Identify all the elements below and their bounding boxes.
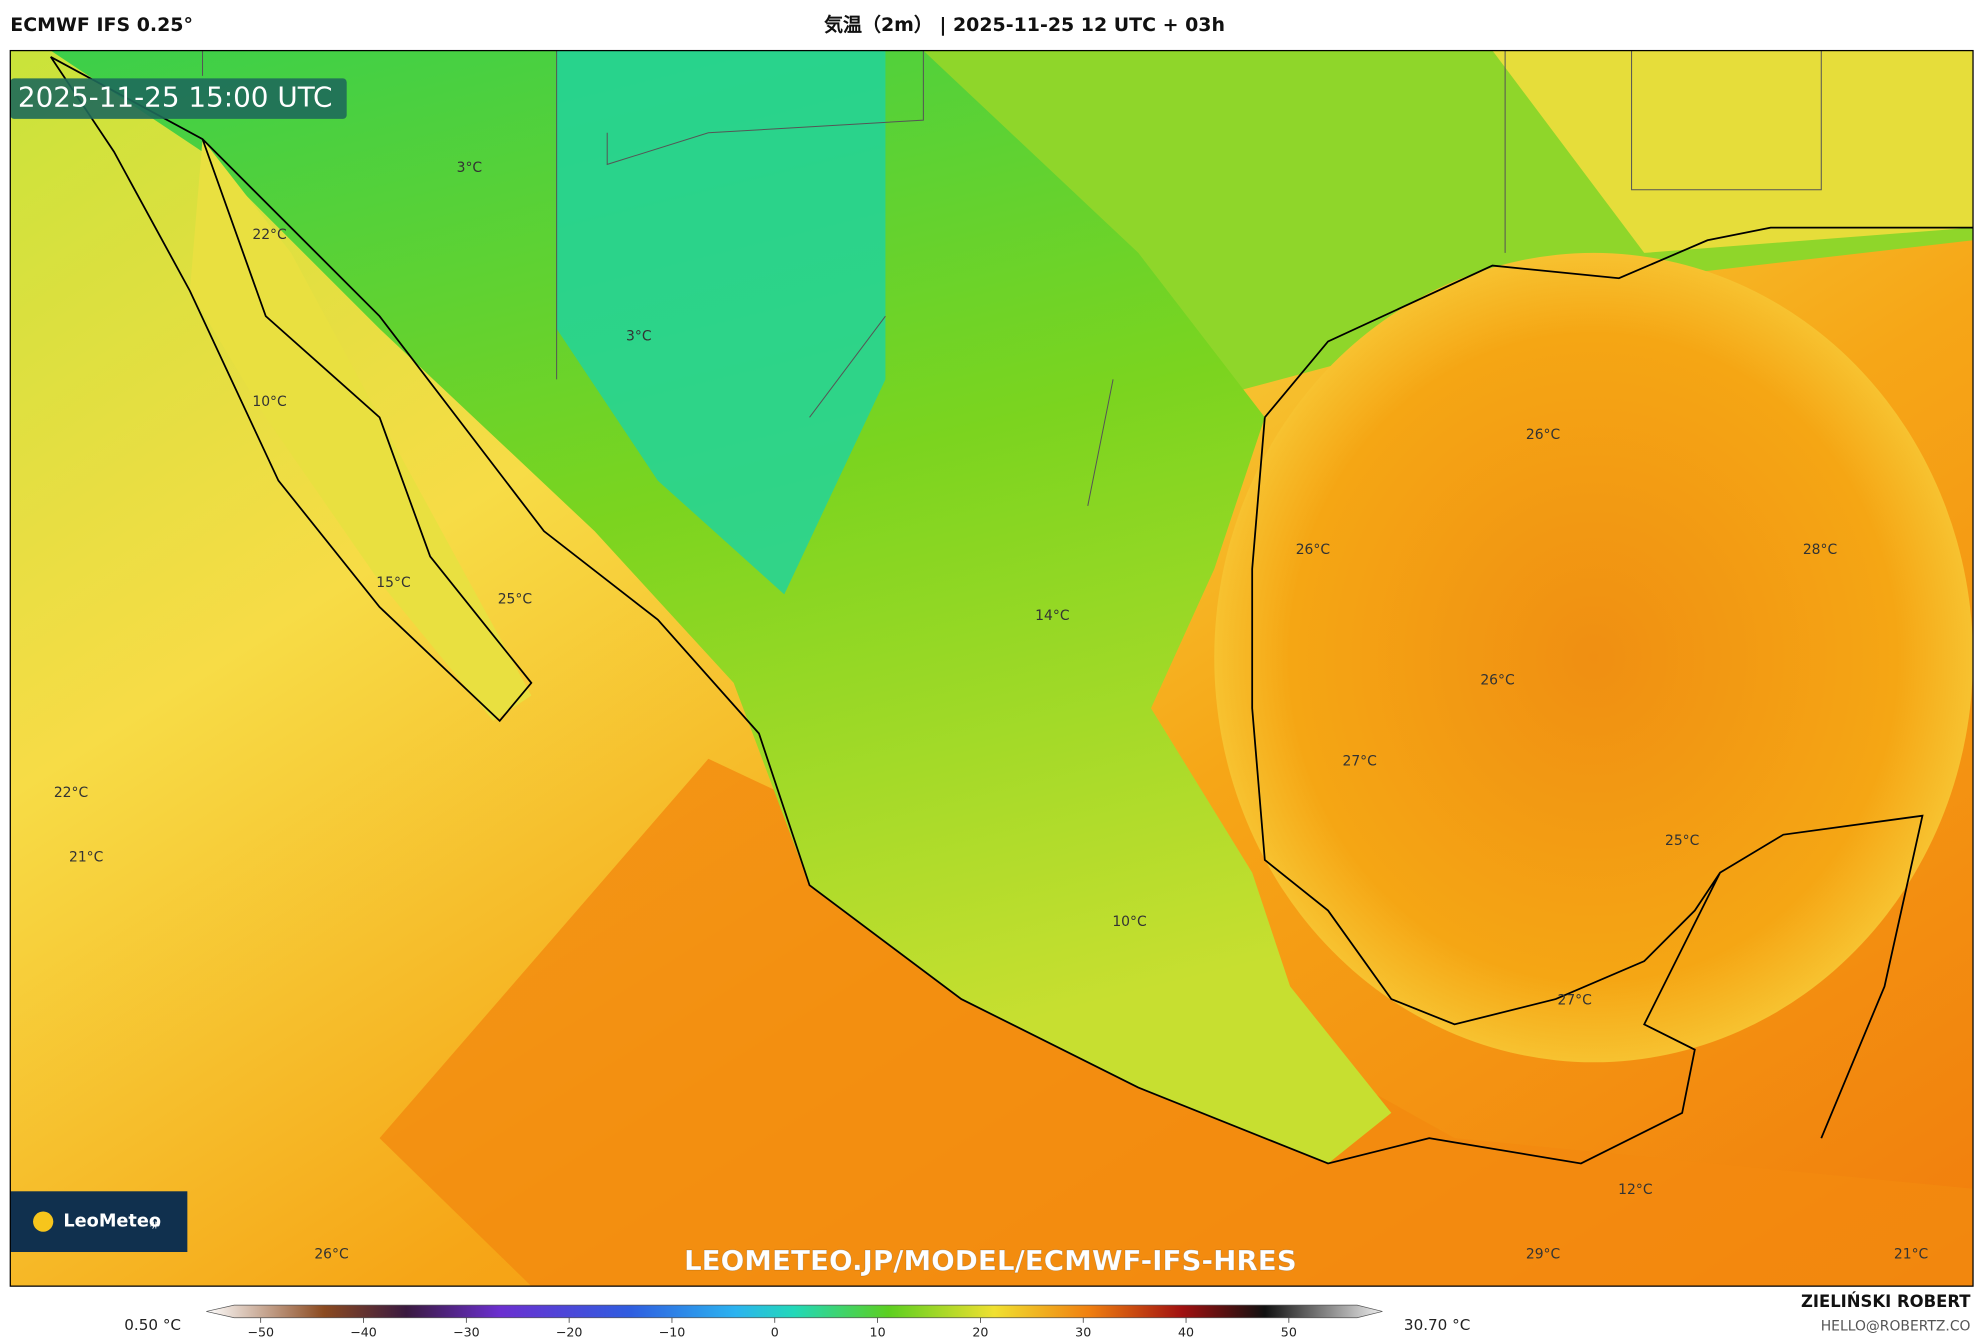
- map-frame: [9, 49, 1974, 1287]
- temperature-label: 10°C: [1112, 914, 1146, 930]
- temperature-label: 22°C: [54, 785, 88, 801]
- temperature-label: 25°C: [1665, 833, 1699, 849]
- email: HELLO@ROBERTZ.CO: [1821, 1319, 1971, 1335]
- temperature-label: 3°C: [626, 328, 652, 344]
- colorbar-ticks: −50 −40 −30 −20 −10 0 10 20 30 40 50: [247, 1317, 1297, 1338]
- temperature-label: 22°C: [252, 227, 286, 243]
- logo-suffix: .jp: [149, 1220, 160, 1230]
- colorbar-tick-label: 40: [1178, 1324, 1194, 1338]
- map-title: 気温（2m） | 2025-11-25 12 UTC + 03h: [824, 13, 1225, 36]
- temperature-label: 27°C: [1342, 753, 1376, 769]
- map: 3°C 22°C 3°C 10°C 26°C 26°C 28°C 15°C 25°C 14°C 26…: [10, 50, 1974, 1287]
- colorbar-tick-label: 10: [870, 1324, 886, 1338]
- temperature-label: 14°C: [1035, 608, 1069, 624]
- colorbar-tick-label: 0: [771, 1324, 779, 1338]
- north-east-land: [1492, 50, 1974, 253]
- timestamp: 2025-11-25 15:00 UTC: [18, 81, 333, 114]
- temperature-label: 25°C: [498, 591, 532, 607]
- temperature-label: 15°C: [376, 575, 410, 591]
- temperature-label: 26°C: [314, 1247, 348, 1263]
- legend-min: 0.50 °C: [124, 1316, 181, 1334]
- colorbar-tick-label: −30: [453, 1324, 480, 1338]
- temperature-labels: 3°C 22°C 3°C 10°C 26°C 26°C 28°C 15°C 25°C 14°C 26…: [54, 160, 1928, 1262]
- logo-sun: [33, 1211, 54, 1232]
- temperature-label: 29°C: [1526, 1247, 1560, 1263]
- colorbar-tick-label: 30: [1075, 1324, 1091, 1338]
- gulf: [1214, 252, 1974, 1063]
- temperature-label: 26°C: [1480, 672, 1514, 688]
- colorbar-tick-label: −20: [556, 1324, 583, 1338]
- temperature-label: 10°C: [252, 394, 286, 410]
- colorbar-tick-label: −40: [350, 1324, 377, 1338]
- temperature-label: 26°C: [1526, 427, 1560, 443]
- coastline: [50, 56, 1974, 1165]
- colorbar-tick-label: 50: [1281, 1324, 1297, 1338]
- colorbar-tick-label: −50: [247, 1324, 274, 1338]
- mexico-land: [50, 50, 1392, 1164]
- temperature-label: 12°C: [1618, 1182, 1652, 1198]
- model-name: ECMWF IFS 0.25°: [10, 14, 193, 36]
- temperature-label: 21°C: [1894, 1247, 1928, 1263]
- colorbar-tick-label: 20: [972, 1324, 988, 1338]
- temperature-label: 26°C: [1296, 542, 1330, 558]
- legend-max: 30.70 °C: [1404, 1316, 1470, 1334]
- temperature-label: 21°C: [69, 849, 103, 865]
- temperature-label: 28°C: [1803, 542, 1837, 558]
- colorbar: [206, 1304, 1383, 1319]
- temperature-label: 3°C: [457, 160, 483, 176]
- author: ZIELIŃSKI ROBERT: [1801, 1292, 1971, 1311]
- cold-region: [556, 50, 886, 595]
- borders: [202, 50, 1822, 506]
- timestamp-box: [10, 78, 347, 119]
- logo: LeoMeteo: [63, 1212, 161, 1232]
- temperature-label: 27°C: [1557, 992, 1591, 1008]
- watermark: LEOMETEO.JP/MODEL/ECMWF-IFS-HRES: [684, 1244, 1297, 1277]
- colorbar-tick-label: −10: [659, 1324, 686, 1338]
